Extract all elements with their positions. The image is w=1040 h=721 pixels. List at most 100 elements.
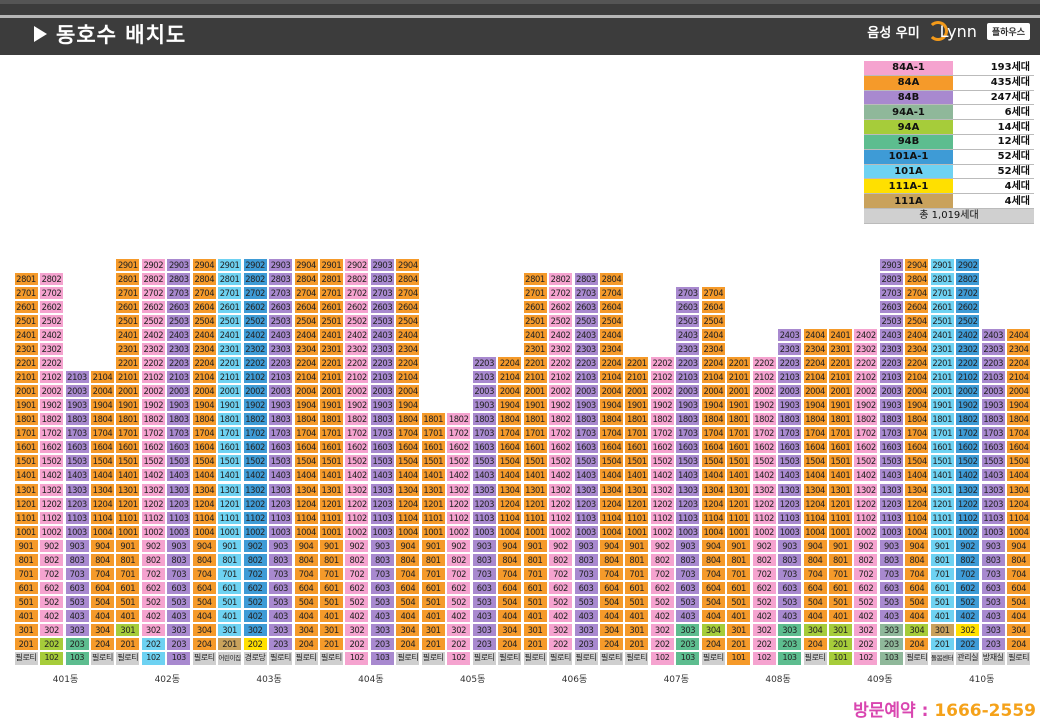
- ground-unit: 필로티: [802, 651, 828, 666]
- unit-cell: 1201: [217, 496, 243, 511]
- unit-cell: 502: [344, 594, 370, 609]
- unit-cell: 1102: [548, 510, 573, 525]
- unit-cell: 2001: [217, 384, 243, 399]
- unit-cell: 2002: [344, 384, 370, 399]
- unit-cell: 2803: [166, 271, 192, 286]
- unit-cell: 2503: [369, 314, 395, 329]
- unit-cell: 1303: [573, 482, 599, 497]
- unit-cell: 702: [853, 566, 879, 581]
- unit-cell: 2102: [548, 370, 573, 385]
- unit-cell: 1801: [420, 412, 446, 427]
- building-label: 405동: [459, 675, 486, 685]
- unit-cell: 603: [369, 580, 395, 595]
- unit-cell: 1404: [191, 468, 217, 483]
- unit-cell: 2204: [191, 356, 217, 371]
- unit-cell: 2203: [878, 356, 904, 371]
- unit-cell: 2701: [13, 285, 39, 300]
- unit-cell: 2103: [675, 370, 701, 385]
- unit-cell: 2803: [268, 271, 294, 286]
- unit-cell: 1104: [1006, 510, 1032, 525]
- unit-cell: 1602: [242, 440, 268, 455]
- unit-cell: 303: [573, 622, 599, 637]
- unit-cell: 203: [268, 636, 294, 651]
- unit-cell: 2304: [1006, 342, 1032, 357]
- unit-cell: 303: [166, 622, 192, 637]
- unit-cell: 1604: [700, 440, 726, 455]
- unit-cell: 1204: [395, 496, 421, 511]
- brand-ring-icon: [927, 21, 948, 41]
- unit-cell: 201: [217, 636, 243, 651]
- unit-cell: 2201: [929, 356, 955, 371]
- unit-cell: 203: [166, 636, 192, 651]
- unit-cell: 602: [39, 580, 64, 595]
- unit-cell: 1701: [420, 426, 446, 441]
- unit-cell: 902: [751, 538, 777, 553]
- ground-unit: 102: [39, 651, 64, 666]
- unit-cell: 1901: [726, 398, 752, 413]
- unit-cell: 1603: [573, 440, 599, 455]
- unit-cell: 2701: [522, 285, 548, 300]
- legend-count: 12세대: [953, 134, 1034, 150]
- unit-cell: 1501: [522, 454, 548, 469]
- unit-cell: 1602: [751, 440, 777, 455]
- unit-cell: 1403: [777, 468, 803, 483]
- unit-cell: 903: [777, 538, 803, 553]
- unit-cell: 1903: [675, 398, 701, 413]
- unit-cell: 2003: [777, 384, 803, 399]
- unit-cell: 1504: [904, 454, 930, 469]
- unit-cell: 404: [1006, 608, 1032, 623]
- unit-cell: 903: [166, 538, 192, 553]
- unit-cell: 901: [318, 538, 344, 553]
- unit-cell: 904: [700, 538, 726, 553]
- unit-cell: 2602: [955, 300, 981, 314]
- unit-cell: 2801: [115, 271, 141, 286]
- unit-cell: 203: [573, 636, 599, 651]
- unit-cell: 1104: [802, 510, 828, 525]
- unit-cell: 2602: [242, 300, 268, 314]
- unit-cell: 503: [777, 594, 803, 609]
- unit-cell: 2504: [293, 314, 319, 329]
- unit-cell: 802: [751, 552, 777, 567]
- unit-cell: 2503: [573, 314, 599, 329]
- unit-cell: 504: [395, 594, 421, 609]
- unit-cell: 403: [166, 608, 192, 623]
- unit-cell: 1202: [955, 496, 981, 511]
- unit-cell: 2901: [115, 257, 141, 272]
- unit-cell: 804: [293, 552, 319, 567]
- unit-cell: 1402: [344, 468, 370, 483]
- unit-cell: 1504: [90, 454, 115, 469]
- unit-cell: 1204: [802, 496, 828, 511]
- unit-cell: 2404: [293, 328, 319, 343]
- unit-cell: 1601: [13, 440, 39, 455]
- unit-cell: 1303: [980, 482, 1006, 497]
- unit-cell: 802: [446, 552, 472, 567]
- unit-cell: 2904: [395, 257, 421, 272]
- unit-cell: 1004: [700, 524, 726, 539]
- building-label: 401동: [52, 675, 79, 685]
- unit-cell: 2501: [13, 314, 39, 329]
- unit-cell: 1703: [166, 426, 192, 441]
- unit-cell: 1604: [395, 440, 421, 455]
- unit-cell: 1503: [573, 454, 599, 469]
- unit-cell: 704: [293, 566, 319, 581]
- unit-cell: 2203: [369, 356, 395, 371]
- legend-count: 435세대: [953, 75, 1034, 91]
- unit-cell: 903: [64, 538, 90, 553]
- unit-cell: 1301: [318, 482, 344, 497]
- unit-cell: 1602: [853, 440, 879, 455]
- ground-unit: 어린이집: [217, 651, 243, 666]
- unit-cell: 1403: [980, 468, 1006, 483]
- unit-cell: 1003: [573, 524, 599, 539]
- unit-cell: 1404: [1006, 468, 1032, 483]
- ground-unit: 필로티: [548, 651, 573, 666]
- unit-cell: 1802: [955, 412, 981, 427]
- unit-cell: 701: [318, 566, 344, 581]
- unit-cell: 2704: [395, 285, 421, 300]
- unit-cell: 2201: [318, 356, 344, 371]
- ground-unit: 필로티: [13, 651, 39, 666]
- unit-cell: 1803: [878, 412, 904, 427]
- unit-cell: 2902: [344, 257, 370, 272]
- unit-cell: 201: [726, 636, 752, 651]
- unit-cell: 502: [955, 594, 981, 609]
- unit-cell: 1604: [293, 440, 319, 455]
